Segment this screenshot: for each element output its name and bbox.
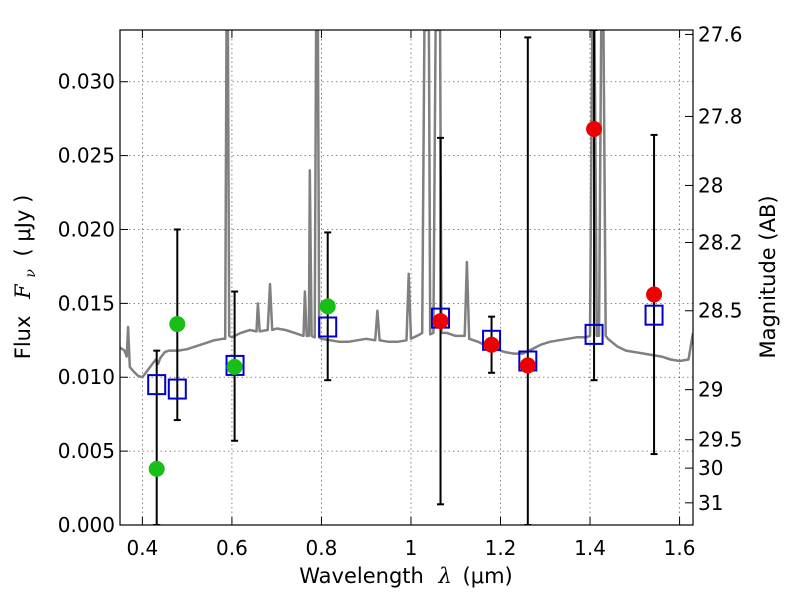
y2-tick-label: 29.5 bbox=[698, 428, 743, 452]
red-data-point bbox=[432, 313, 449, 330]
x-tick-label: 0.4 bbox=[126, 536, 158, 560]
x-tick-label: 1 bbox=[405, 536, 418, 560]
green-data-point bbox=[226, 358, 243, 375]
y-axis-label: Flux F ν ( μJy ) bbox=[11, 195, 40, 360]
y-tick-label: 0.025 bbox=[58, 144, 115, 168]
model-point-square bbox=[644, 304, 664, 326]
axis-tick-labels: 0.4 0.6 0.8 1 1.2 1.4 1.6 0.000 0.005 0.010 0.015 0… bbox=[58, 22, 743, 560]
y-tick-label: 0.030 bbox=[58, 70, 115, 94]
red-data-point bbox=[646, 286, 663, 303]
y2-tick-label: 29 bbox=[698, 378, 723, 402]
model-point-square bbox=[318, 316, 338, 338]
y2-tick-label: 28.2 bbox=[698, 230, 743, 254]
x-axis-label: Wavelength λ (μm) bbox=[299, 564, 512, 588]
x-tick-label: 1.2 bbox=[485, 536, 517, 560]
x-tick-label: 1.4 bbox=[574, 536, 606, 560]
model-point-square bbox=[584, 323, 604, 345]
observed-points-layer bbox=[148, 121, 663, 477]
red-data-point bbox=[586, 121, 603, 137]
y2-axis-label: Magnitude (AB) bbox=[756, 195, 780, 358]
y2-tick-label: 27.8 bbox=[698, 104, 743, 128]
y2-tick-label: 28 bbox=[698, 173, 723, 197]
y-tick-label: 0.020 bbox=[58, 217, 115, 241]
red-data-point bbox=[519, 357, 536, 374]
y2-tick-label: 31 bbox=[698, 491, 723, 515]
template-spectrum-line bbox=[120, 30, 693, 379]
green-data-point bbox=[169, 316, 186, 333]
x-tick-label: 0.6 bbox=[216, 536, 248, 560]
template-spectrum-layer bbox=[120, 30, 693, 379]
x-tick-label: 1.6 bbox=[664, 536, 696, 560]
y-tick-label: 0.015 bbox=[58, 291, 115, 315]
red-data-point bbox=[483, 336, 500, 353]
axis-ticks bbox=[120, 30, 693, 526]
plot-frame bbox=[119, 29, 694, 526]
green-data-point bbox=[319, 298, 336, 315]
model-point-square bbox=[225, 354, 245, 376]
y-tick-label: 0.010 bbox=[58, 365, 115, 389]
green-data-point bbox=[148, 460, 165, 477]
y-tick-label: 0.000 bbox=[58, 513, 115, 537]
y2-tick-label: 30 bbox=[698, 456, 723, 480]
y2-tick-label: 28.5 bbox=[698, 299, 743, 323]
y2-tick-label: 27.6 bbox=[698, 22, 743, 46]
x-tick-label: 0.8 bbox=[306, 536, 338, 560]
model-point-square bbox=[167, 378, 187, 400]
y-tick-label: 0.005 bbox=[58, 439, 115, 463]
model-point-square bbox=[147, 374, 167, 396]
